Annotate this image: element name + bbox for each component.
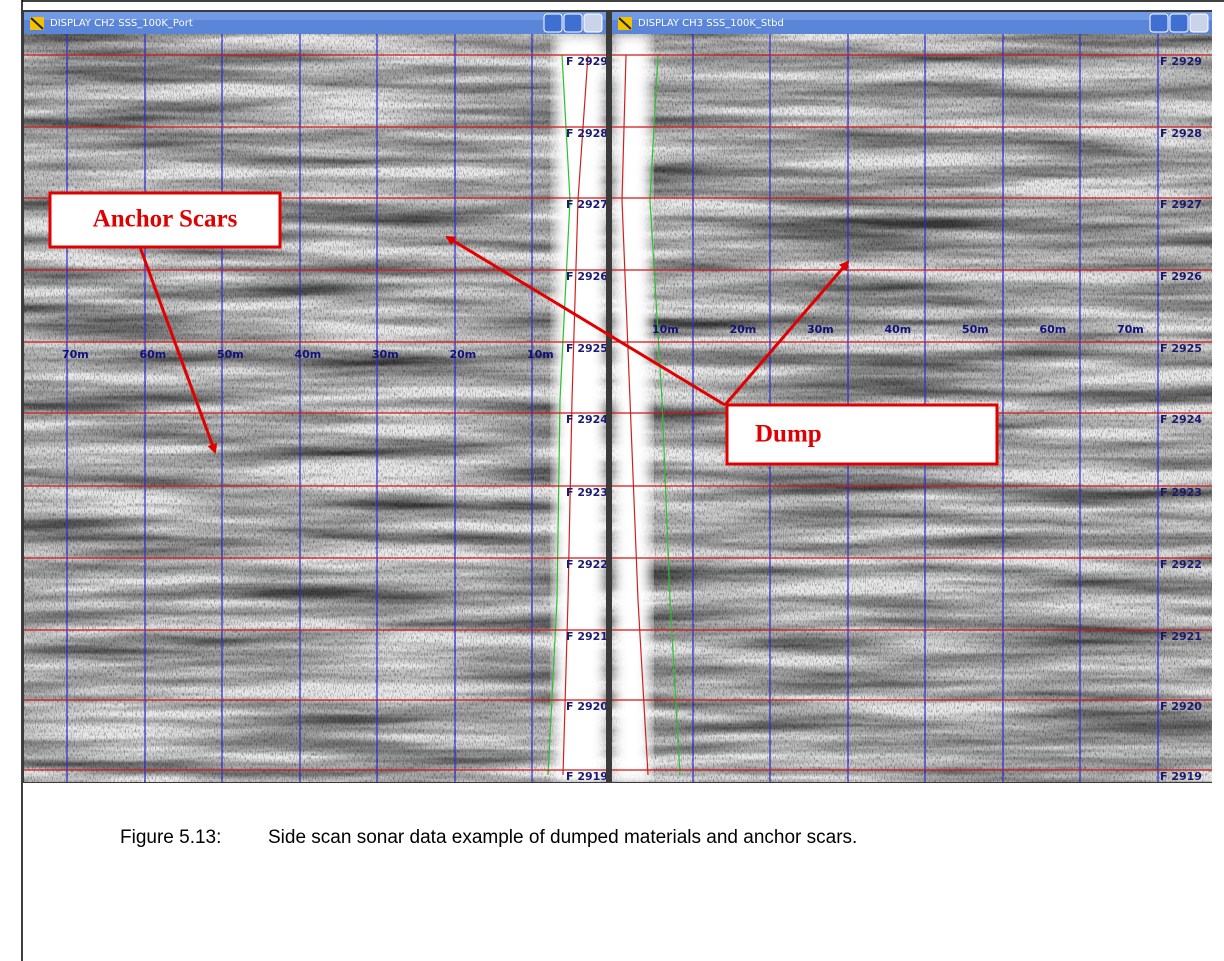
frame-label: F 2923 [566, 486, 608, 499]
frame-label: F 2924 [1160, 413, 1202, 426]
range-label: 40m [295, 348, 322, 361]
range-label: 10m [652, 323, 679, 336]
frame-label: F 2928 [1160, 127, 1202, 140]
caption-text: Side scan sonar data example of dumped m… [268, 827, 857, 848]
frame-label: F 2929 [1160, 55, 1202, 68]
range-label: 60m [140, 348, 167, 361]
frame-label: F 2927 [1160, 198, 1202, 211]
range-label: 20m [730, 323, 757, 336]
minimize-button[interactable] [544, 14, 562, 32]
frame-label: F 2919 [566, 770, 608, 783]
range-label: 20m [450, 348, 477, 361]
frame-label: F 2929 [566, 55, 608, 68]
range-label: 70m [62, 348, 89, 361]
frame-label: F 2926 [1160, 270, 1202, 283]
frame-label: F 2919 [1160, 770, 1202, 783]
water-column [555, 34, 605, 782]
frame-label: F 2921 [566, 630, 608, 643]
window-title: DISPLAY CH2 SSS_100K_Port [50, 18, 193, 29]
range-label: 50m [962, 323, 989, 336]
range-label: 30m [372, 348, 399, 361]
frame-label: F 2924 [566, 413, 608, 426]
frame-label: F 2921 [1160, 630, 1202, 643]
frame-label: F 2927 [566, 198, 608, 211]
range-label: 70m [1117, 323, 1144, 336]
page: DISPLAY CH2 SSS_100K_PortF 2929F 2928F 2… [0, 0, 1224, 961]
frame-label: F 2926 [566, 270, 608, 283]
sonar-window: DISPLAY CH3 SSS_100K_Stbd F 2929 F 2928 F 2… [612, 12, 1212, 783]
figure-page: DISPLAY CH2 SSS_100K_PortF 2929F 2928F 2… [0, 0, 1224, 961]
frame-label: F 2920 [1160, 700, 1202, 713]
range-label: 50m [217, 348, 244, 361]
range-label: 30m [807, 323, 834, 336]
frame-label: F 2925 [566, 342, 608, 355]
maximize-button[interactable] [564, 14, 582, 32]
frame-label: F 2922 [1160, 558, 1202, 571]
caption-number: Figure 5.13: [120, 827, 221, 848]
window-title: DISPLAY CH3 SSS_100K_Stbd [638, 18, 784, 29]
minimize-button[interactable] [1150, 14, 1168, 32]
frame-label: F 2923 [1160, 486, 1202, 499]
range-label: 60m [1040, 323, 1067, 336]
sonar-image: F 2929 F 2928 F 2927 F 2926 F 2925 F 2924 F 29… [24, 34, 608, 783]
callout-text: Dump [755, 421, 822, 448]
range-label: 10m [527, 348, 554, 361]
frame-label: F 2928 [566, 127, 608, 140]
frame-label: F 2922 [566, 558, 608, 571]
frame-label: F 2925 [1160, 342, 1202, 355]
sonar-speckle [24, 34, 606, 782]
close-button[interactable] [1190, 14, 1208, 32]
range-label: 40m [885, 323, 912, 336]
frame-label: F 2920 [566, 700, 608, 713]
close-button[interactable] [584, 14, 602, 32]
maximize-button[interactable] [1170, 14, 1188, 32]
water-column [614, 34, 650, 782]
callout-text: Anchor Scars [93, 206, 238, 233]
